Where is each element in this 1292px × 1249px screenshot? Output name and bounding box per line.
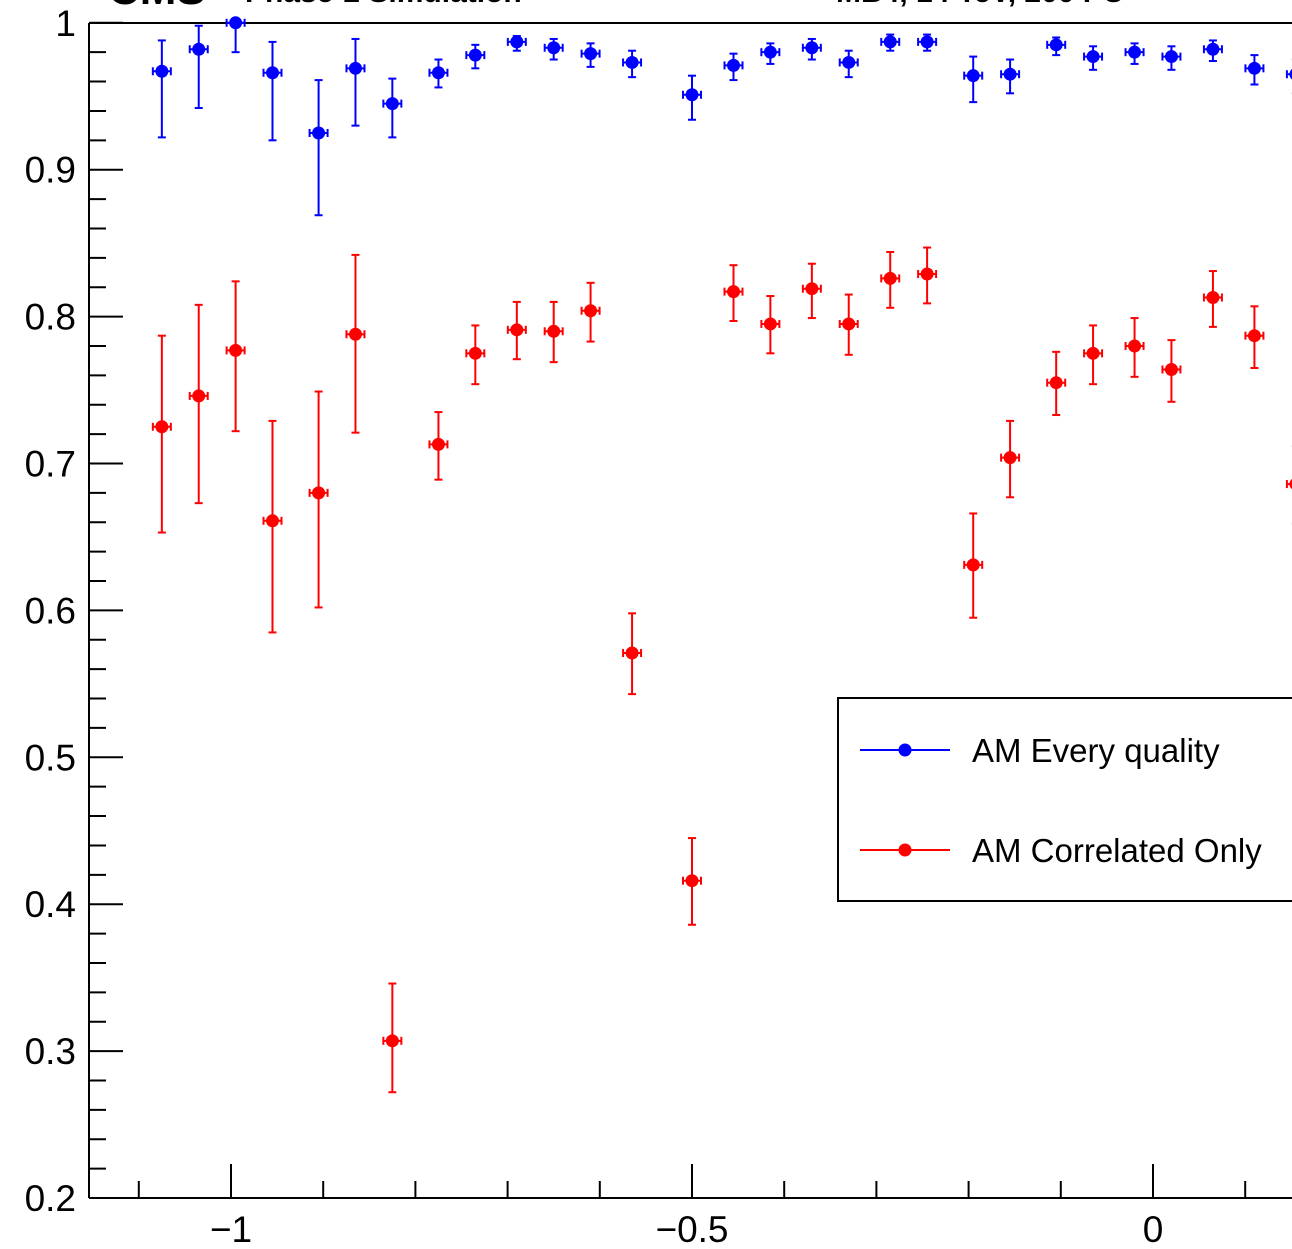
data-point [1049, 376, 1063, 390]
legend-item-correlated-only: AM Correlated Only [860, 832, 1262, 869]
data-point [726, 58, 740, 72]
data-point [685, 88, 699, 102]
data-point [966, 69, 980, 83]
legend-label-every-quality: AM Every quality [972, 732, 1220, 769]
y-tick-label: 0.6 [25, 590, 76, 631]
y-tick-label: 0.8 [25, 297, 76, 338]
data-point [1206, 291, 1220, 305]
data-point [685, 874, 699, 888]
data-point [510, 323, 524, 337]
x-tick-label: −1 [210, 1209, 252, 1249]
legend-box [837, 697, 1292, 902]
data-point [468, 346, 482, 360]
data-point [920, 35, 934, 49]
data-point [805, 41, 819, 55]
data-point [1164, 50, 1178, 64]
data-point [1086, 346, 1100, 360]
y-tick-label: 0.4 [25, 884, 76, 925]
data-point [966, 558, 980, 572]
data-point [431, 66, 445, 80]
data-point [1003, 451, 1017, 465]
conditions-label: MB4, 14 TeV, 200 PU [836, 0, 1125, 9]
data-point [584, 304, 598, 318]
data-point [192, 42, 206, 56]
data-point [229, 343, 243, 357]
data-point [625, 646, 639, 660]
data-point [1164, 362, 1178, 376]
y-tick-label: 0.7 [25, 444, 76, 485]
legend-label-correlated-only: AM Correlated Only [972, 832, 1262, 869]
y-tick-label: 0.9 [25, 150, 76, 191]
data-point [1206, 42, 1220, 56]
data-point [883, 35, 897, 49]
axes-group: 0.20.30.40.50.60.70.80.91−1−0.500.51 [25, 3, 1247, 1249]
series-group [151, 16, 1292, 1094]
data-point [1247, 329, 1261, 343]
data-point [1128, 339, 1142, 353]
data-point [385, 1034, 399, 1048]
data-point [726, 285, 740, 299]
data-point [920, 267, 934, 281]
legend: AM Every quality AM Correlated Only [837, 697, 1292, 902]
data-point [192, 389, 206, 403]
data-point [348, 61, 362, 75]
data-point [431, 437, 445, 451]
data-point [155, 420, 169, 434]
data-point [547, 41, 561, 55]
data-point [763, 45, 777, 59]
series-1 [151, 246, 1292, 1094]
data-point [1003, 67, 1017, 81]
data-point [265, 66, 279, 80]
data-point [842, 317, 856, 331]
x-tick-label: −0.5 [655, 1209, 728, 1249]
data-point [348, 327, 362, 341]
data-point [1049, 38, 1063, 52]
data-point [510, 35, 524, 49]
data-point [229, 16, 243, 30]
data-point [312, 126, 326, 140]
cms-label: CMS [108, 0, 206, 14]
data-point [385, 97, 399, 111]
legend-marker-every-quality [898, 743, 912, 757]
legend-marker-correlated-only [898, 843, 912, 857]
data-point [312, 486, 326, 500]
simulation-label: Phase-2 Simulation [245, 0, 522, 9]
data-point [625, 55, 639, 69]
series-0 [151, 16, 1292, 217]
legend-item-every-quality: AM Every quality [860, 732, 1220, 769]
data-point [1247, 61, 1261, 75]
data-point [547, 324, 561, 338]
data-point [265, 514, 279, 528]
data-point [1289, 69, 1292, 80]
data-point [1289, 478, 1292, 490]
data-point [1128, 45, 1142, 59]
y-tick-label: 0.5 [25, 737, 76, 778]
data-point [883, 271, 897, 285]
data-point [763, 317, 777, 331]
data-point [584, 47, 598, 61]
data-point [155, 64, 169, 78]
data-point [468, 48, 482, 62]
data-point [842, 55, 856, 69]
data-point [1086, 50, 1100, 64]
y-tick-label: 1 [55, 3, 76, 44]
y-tick-label: 0.2 [25, 1178, 76, 1219]
data-point [805, 282, 819, 296]
x-tick-label: 0 [1143, 1209, 1164, 1249]
y-tick-label: 0.3 [25, 1031, 76, 1072]
